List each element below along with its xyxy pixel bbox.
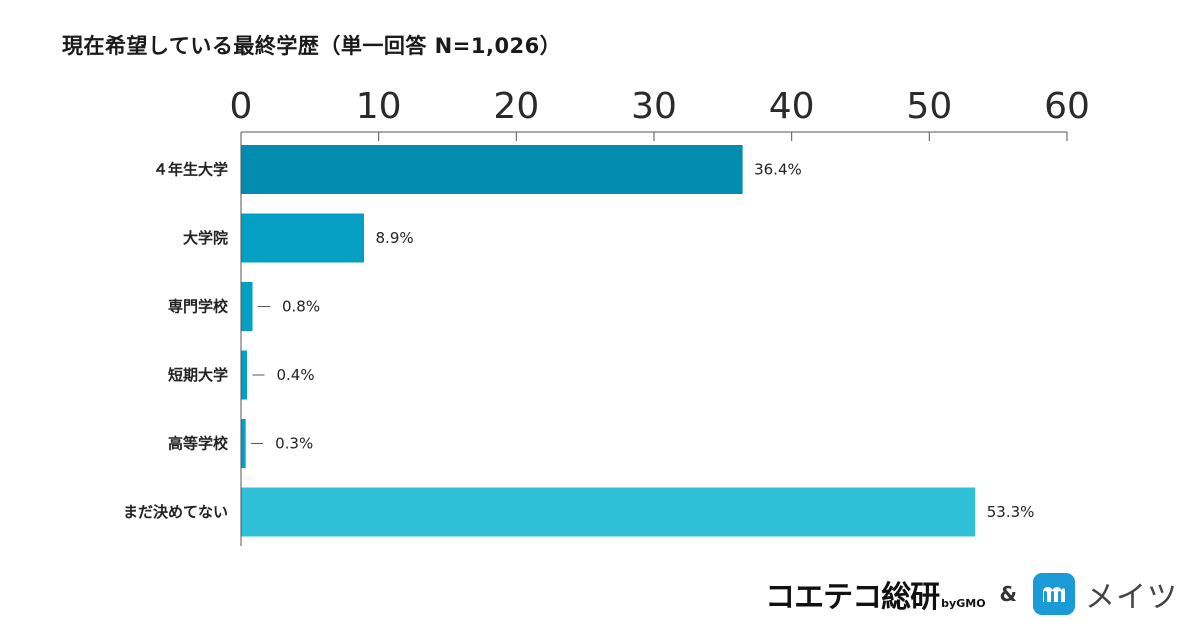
category-label: 短期大学 <box>168 366 228 384</box>
category-label: 専門学校 <box>168 298 229 316</box>
x-tick-label: 40 <box>769 86 815 127</box>
bar <box>241 419 246 468</box>
bar <box>241 282 253 331</box>
footer-logos: コエテコ総研 byGMO & メイツ <box>765 572 1178 616</box>
value-label: 53.3% <box>987 503 1035 521</box>
category-label: まだ決めてない <box>123 503 228 521</box>
value-label: 0.8% <box>282 298 320 316</box>
x-axis: 0 10 20 30 40 50 60 <box>230 86 1090 546</box>
kotetsu-logo: コエテコ総研 <box>765 580 940 615</box>
meitsu-logo: メイツ <box>1085 580 1178 615</box>
x-tick-label: 0 <box>230 86 253 127</box>
category-label: ４年生大学 <box>153 161 228 179</box>
value-label: 8.9% <box>376 229 414 247</box>
ampersand: & <box>999 582 1017 606</box>
x-tick-label: 10 <box>356 86 402 127</box>
x-tick-label: 60 <box>1044 86 1090 127</box>
bar <box>241 487 976 537</box>
chart-title: 現在希望している最終学歴（単一回答 N=1,026） <box>62 34 562 58</box>
meitsu-logo-icon <box>1033 573 1075 615</box>
bars <box>241 145 976 537</box>
x-tick-label: 50 <box>906 86 952 127</box>
value-label: 0.3% <box>275 435 313 453</box>
bar <box>241 213 365 263</box>
bar <box>241 145 743 194</box>
value-label: 36.4% <box>754 161 802 179</box>
category-label: 大学院 <box>183 229 228 247</box>
gmo-logo: byGMO <box>941 597 986 610</box>
bar <box>241 350 248 400</box>
x-tick-label: 30 <box>631 86 677 127</box>
x-tick-label: 20 <box>493 86 539 127</box>
value-label: 0.4% <box>277 366 315 384</box>
category-label: 高等学校 <box>168 435 229 453</box>
labels: ４年生大学 36.4% 大学院 8.9% 専門学校 0.8% 短期大学 0.4% 高等学校 0.3… <box>123 161 1034 522</box>
